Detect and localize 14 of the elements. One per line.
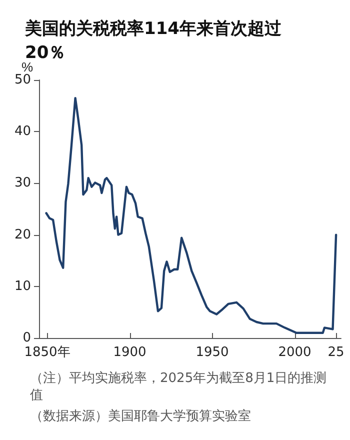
x-tick-label: 2000 [278,345,312,360]
y-tick-label: 50 [14,72,31,88]
text: （数据来源）美国耶鲁大学预算实验室 [30,408,251,424]
y-tick-label: 30 [14,176,31,191]
y-tick-label: 40 [14,124,31,140]
line-series [45,96,338,334]
x-tick-label: 25 [328,345,344,360]
y-tick-label: 0 [22,330,31,346]
x-tick-label: 1950 [196,345,229,360]
text: （注）平均实施税率，2025年为截至8月1日的推测值 [30,370,327,403]
x-tick-label: 1900 [113,345,146,360]
x-tick-label: 1850年 [24,345,70,360]
y-tick-label: 20 [14,227,31,242]
y-tick-label: 10 [14,278,31,294]
